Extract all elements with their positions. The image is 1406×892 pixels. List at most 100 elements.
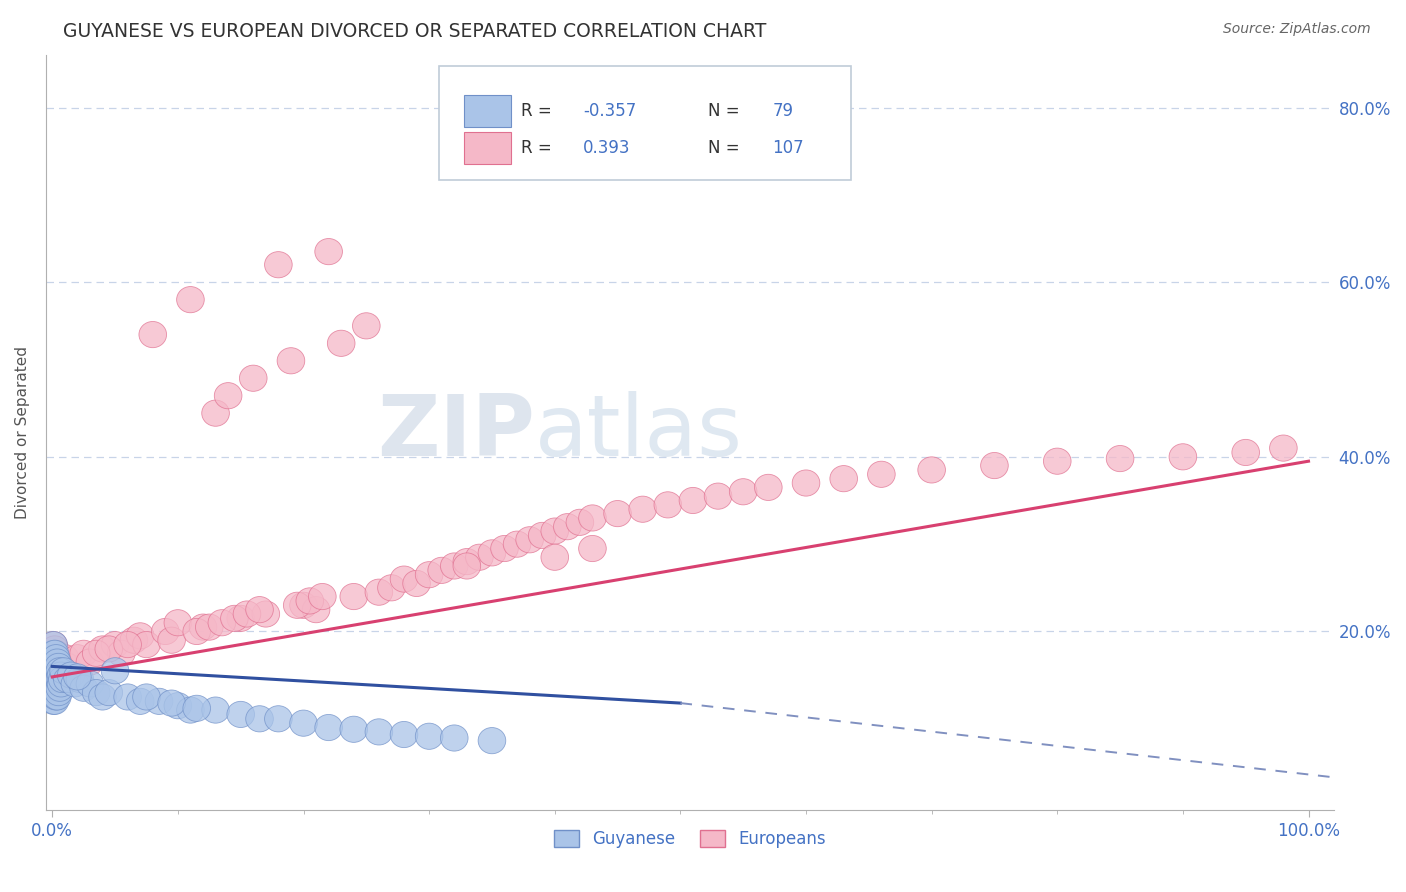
- FancyBboxPatch shape: [439, 67, 851, 180]
- Ellipse shape: [730, 479, 756, 505]
- Ellipse shape: [42, 645, 70, 671]
- Ellipse shape: [264, 706, 292, 732]
- Ellipse shape: [41, 653, 69, 680]
- Y-axis label: Divorced or Separated: Divorced or Separated: [15, 346, 30, 519]
- Ellipse shape: [48, 666, 76, 692]
- Ellipse shape: [127, 689, 155, 714]
- Ellipse shape: [44, 671, 72, 697]
- Ellipse shape: [89, 684, 117, 710]
- Ellipse shape: [39, 671, 67, 697]
- Ellipse shape: [201, 697, 229, 723]
- Ellipse shape: [427, 558, 456, 583]
- Ellipse shape: [39, 649, 67, 675]
- Ellipse shape: [503, 531, 531, 558]
- Ellipse shape: [139, 321, 166, 348]
- Text: -0.357: -0.357: [583, 103, 636, 120]
- Ellipse shape: [41, 666, 69, 692]
- Ellipse shape: [152, 618, 179, 645]
- Ellipse shape: [76, 649, 104, 675]
- Ellipse shape: [44, 662, 72, 689]
- Ellipse shape: [48, 671, 75, 697]
- Ellipse shape: [39, 649, 67, 675]
- Ellipse shape: [366, 719, 392, 745]
- Ellipse shape: [41, 689, 69, 714]
- Ellipse shape: [246, 706, 273, 732]
- Ellipse shape: [478, 728, 506, 754]
- Ellipse shape: [42, 662, 70, 689]
- Ellipse shape: [1270, 435, 1298, 461]
- Ellipse shape: [41, 671, 69, 697]
- Ellipse shape: [391, 566, 418, 592]
- Ellipse shape: [183, 618, 211, 645]
- Ellipse shape: [42, 640, 70, 666]
- Ellipse shape: [101, 657, 129, 684]
- Ellipse shape: [42, 666, 70, 692]
- Ellipse shape: [39, 666, 67, 692]
- Ellipse shape: [120, 627, 148, 653]
- Ellipse shape: [45, 666, 72, 692]
- Ellipse shape: [46, 675, 73, 701]
- Ellipse shape: [42, 675, 70, 701]
- Ellipse shape: [39, 671, 67, 697]
- Ellipse shape: [49, 657, 77, 684]
- Ellipse shape: [44, 657, 72, 684]
- Ellipse shape: [45, 657, 72, 684]
- Ellipse shape: [42, 666, 70, 692]
- Text: R =: R =: [522, 138, 557, 157]
- Ellipse shape: [41, 649, 69, 675]
- Ellipse shape: [284, 592, 311, 618]
- Ellipse shape: [63, 664, 91, 690]
- Ellipse shape: [980, 452, 1008, 479]
- Ellipse shape: [60, 671, 89, 697]
- Ellipse shape: [208, 609, 236, 636]
- Ellipse shape: [366, 579, 392, 606]
- Ellipse shape: [190, 614, 217, 640]
- Ellipse shape: [378, 574, 405, 601]
- Ellipse shape: [70, 640, 97, 666]
- Ellipse shape: [42, 649, 70, 675]
- Ellipse shape: [42, 653, 70, 680]
- Text: N =: N =: [707, 138, 745, 157]
- Ellipse shape: [755, 475, 782, 500]
- FancyBboxPatch shape: [464, 95, 510, 128]
- Text: 107: 107: [772, 138, 804, 157]
- Ellipse shape: [340, 583, 367, 609]
- Ellipse shape: [45, 666, 72, 692]
- Ellipse shape: [465, 544, 494, 570]
- Ellipse shape: [402, 570, 430, 597]
- Ellipse shape: [42, 675, 70, 701]
- Ellipse shape: [165, 609, 191, 636]
- Ellipse shape: [41, 671, 69, 697]
- Ellipse shape: [42, 680, 70, 706]
- Text: ZIP: ZIP: [378, 392, 536, 475]
- Ellipse shape: [233, 601, 260, 627]
- Ellipse shape: [145, 689, 173, 714]
- Ellipse shape: [252, 601, 280, 627]
- Ellipse shape: [42, 684, 70, 710]
- Ellipse shape: [44, 675, 72, 701]
- Ellipse shape: [53, 653, 82, 680]
- Ellipse shape: [177, 697, 204, 723]
- Ellipse shape: [45, 671, 72, 697]
- Text: R =: R =: [522, 103, 557, 120]
- Ellipse shape: [440, 553, 468, 579]
- Ellipse shape: [328, 330, 354, 357]
- Ellipse shape: [70, 675, 97, 701]
- Ellipse shape: [83, 640, 110, 666]
- Ellipse shape: [66, 666, 94, 692]
- Ellipse shape: [39, 662, 67, 689]
- Ellipse shape: [302, 597, 330, 623]
- Ellipse shape: [679, 487, 707, 514]
- Ellipse shape: [39, 640, 67, 666]
- Ellipse shape: [541, 544, 568, 570]
- Ellipse shape: [391, 722, 418, 747]
- Ellipse shape: [127, 623, 155, 649]
- Ellipse shape: [157, 690, 186, 716]
- Ellipse shape: [42, 671, 70, 697]
- Ellipse shape: [44, 684, 72, 710]
- Ellipse shape: [45, 662, 72, 689]
- Text: N =: N =: [707, 103, 745, 120]
- Ellipse shape: [42, 657, 70, 684]
- Ellipse shape: [440, 725, 468, 751]
- Ellipse shape: [830, 466, 858, 491]
